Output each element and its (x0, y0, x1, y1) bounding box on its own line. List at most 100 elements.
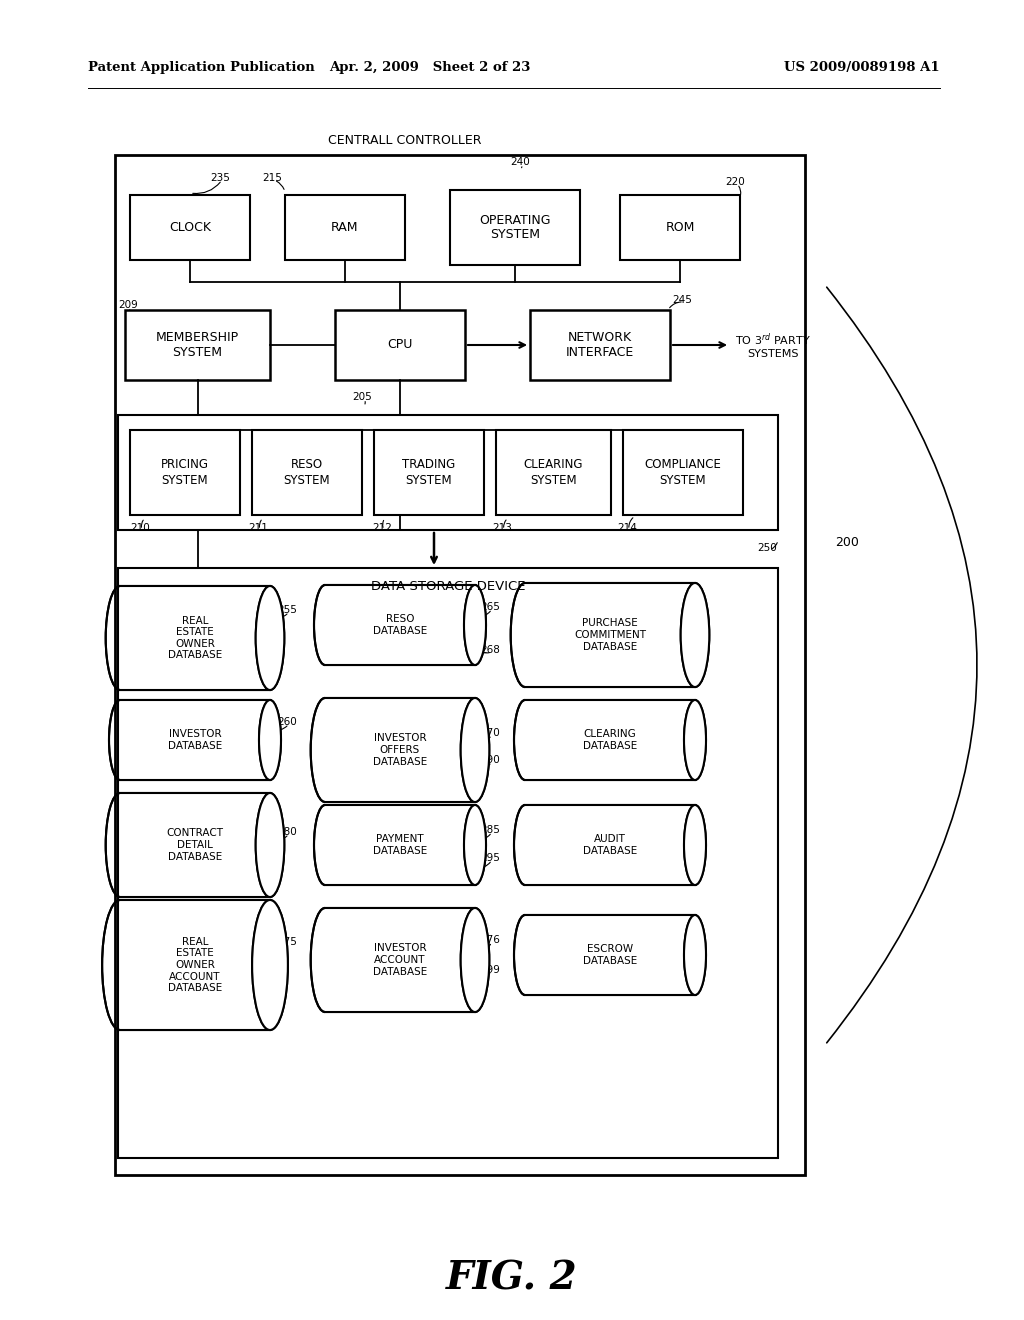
Bar (325, 908, 475, 1012)
Text: INVESTOR
DATABASE: INVESTOR DATABASE (168, 729, 222, 751)
Bar (530, 310, 670, 380)
Bar (374, 430, 484, 515)
Text: PURCHASE
COMMITMENT
DATABASE: PURCHASE COMMITMENT DATABASE (574, 618, 646, 652)
Text: ROM: ROM (666, 220, 694, 234)
Text: RESO
DATABASE: RESO DATABASE (373, 614, 427, 636)
Text: MEMBERSHIP
SYSTEM: MEMBERSHIP SYSTEM (156, 331, 239, 359)
Bar (325, 585, 475, 665)
Text: ESCROW
DATABASE: ESCROW DATABASE (583, 944, 637, 966)
Ellipse shape (684, 915, 706, 995)
Ellipse shape (464, 585, 486, 665)
Text: 276: 276 (480, 935, 500, 945)
Text: 260: 260 (278, 717, 297, 727)
Text: 220: 220 (725, 177, 744, 187)
Ellipse shape (464, 805, 486, 884)
Ellipse shape (461, 908, 489, 1012)
Text: CLEARING
SYSTEM: CLEARING SYSTEM (523, 458, 584, 487)
Ellipse shape (464, 585, 486, 665)
Text: 211: 211 (248, 523, 268, 533)
Bar (525, 805, 695, 884)
Text: 212: 212 (372, 523, 392, 533)
Ellipse shape (256, 793, 285, 898)
Ellipse shape (256, 586, 285, 690)
Text: 214: 214 (617, 523, 637, 533)
Bar (496, 430, 611, 515)
Text: CENTRALL CONTROLLER: CENTRALL CONTROLLER (328, 135, 481, 147)
Text: RAM: RAM (331, 220, 358, 234)
Bar (120, 586, 270, 690)
Text: 245: 245 (672, 294, 692, 305)
Text: 285: 285 (480, 825, 500, 836)
Text: TO 3$^{rd}$ PARTY
SYSTEMS: TO 3$^{rd}$ PARTY SYSTEMS (735, 331, 811, 359)
Bar (118, 568, 778, 1158)
Text: 205: 205 (352, 392, 372, 403)
Text: PAYMENT
DATABASE: PAYMENT DATABASE (373, 834, 427, 855)
Text: COMPLIANCE
SYSTEM: COMPLIANCE SYSTEM (644, 458, 722, 487)
Text: 299: 299 (480, 965, 500, 975)
Ellipse shape (259, 700, 281, 780)
Text: CLOCK: CLOCK (169, 220, 211, 234)
Text: INVESTOR
ACCOUNT
DATABASE: INVESTOR ACCOUNT DATABASE (373, 944, 427, 977)
Text: AUDIT
DATABASE: AUDIT DATABASE (583, 834, 637, 855)
Bar (525, 700, 695, 780)
Bar (120, 793, 270, 898)
Bar (325, 908, 475, 1012)
Bar (450, 190, 580, 265)
Text: 270: 270 (480, 729, 500, 738)
Text: DATA STORAGE DEVICE: DATA STORAGE DEVICE (371, 579, 525, 593)
Text: 280: 280 (278, 828, 297, 837)
Bar (120, 900, 270, 1030)
Ellipse shape (684, 700, 706, 780)
Bar (525, 805, 695, 884)
Bar (115, 154, 805, 1175)
Bar (285, 195, 406, 260)
Text: TRADING
SYSTEM: TRADING SYSTEM (402, 458, 456, 487)
Bar (120, 793, 270, 898)
Text: RESO
SYSTEM: RESO SYSTEM (284, 458, 331, 487)
Text: 210: 210 (130, 523, 150, 533)
Bar (118, 414, 778, 531)
Text: PRICING
SYSTEM: PRICING SYSTEM (161, 458, 209, 487)
Text: REAL
ESTATE
OWNER
DATABASE: REAL ESTATE OWNER DATABASE (168, 615, 222, 660)
Bar (252, 430, 362, 515)
Text: Patent Application Publication: Patent Application Publication (88, 62, 314, 74)
Ellipse shape (681, 583, 710, 686)
Text: CONTRACT
DETAIL
DATABASE: CONTRACT DETAIL DATABASE (167, 829, 223, 862)
Bar (120, 900, 270, 1030)
Ellipse shape (461, 698, 489, 803)
Text: 213: 213 (492, 523, 512, 533)
Text: 209: 209 (118, 300, 138, 310)
Ellipse shape (256, 586, 285, 690)
Text: REAL
ESTATE
OWNER
ACCOUNT
DATABASE: REAL ESTATE OWNER ACCOUNT DATABASE (168, 937, 222, 993)
Bar (125, 310, 270, 380)
Bar (623, 430, 743, 515)
Text: INVESTOR
OFFERS
DATABASE: INVESTOR OFFERS DATABASE (373, 734, 427, 767)
Text: 268: 268 (480, 645, 500, 655)
Ellipse shape (259, 700, 281, 780)
Text: CPU: CPU (387, 338, 413, 351)
Text: 235: 235 (210, 173, 229, 183)
Ellipse shape (464, 805, 486, 884)
Ellipse shape (684, 700, 706, 780)
Bar (325, 805, 475, 884)
Text: US 2009/0089198 A1: US 2009/0089198 A1 (784, 62, 940, 74)
Text: 290: 290 (480, 755, 500, 766)
Ellipse shape (252, 900, 288, 1030)
Text: Apr. 2, 2009   Sheet 2 of 23: Apr. 2, 2009 Sheet 2 of 23 (330, 62, 530, 74)
Bar (525, 583, 695, 686)
Bar (325, 805, 475, 884)
Ellipse shape (461, 698, 489, 803)
Text: 250: 250 (757, 543, 777, 553)
Text: 275: 275 (278, 937, 297, 946)
Text: 265: 265 (480, 602, 500, 612)
Text: 240: 240 (510, 157, 529, 168)
Text: NETWORK
INTERFACE: NETWORK INTERFACE (566, 331, 634, 359)
Ellipse shape (461, 908, 489, 1012)
Ellipse shape (681, 583, 710, 686)
Text: 215: 215 (262, 173, 282, 183)
Bar (325, 585, 475, 665)
Bar (620, 195, 740, 260)
Text: OPERATING
SYSTEM: OPERATING SYSTEM (479, 214, 551, 242)
Bar (130, 195, 250, 260)
Ellipse shape (684, 915, 706, 995)
